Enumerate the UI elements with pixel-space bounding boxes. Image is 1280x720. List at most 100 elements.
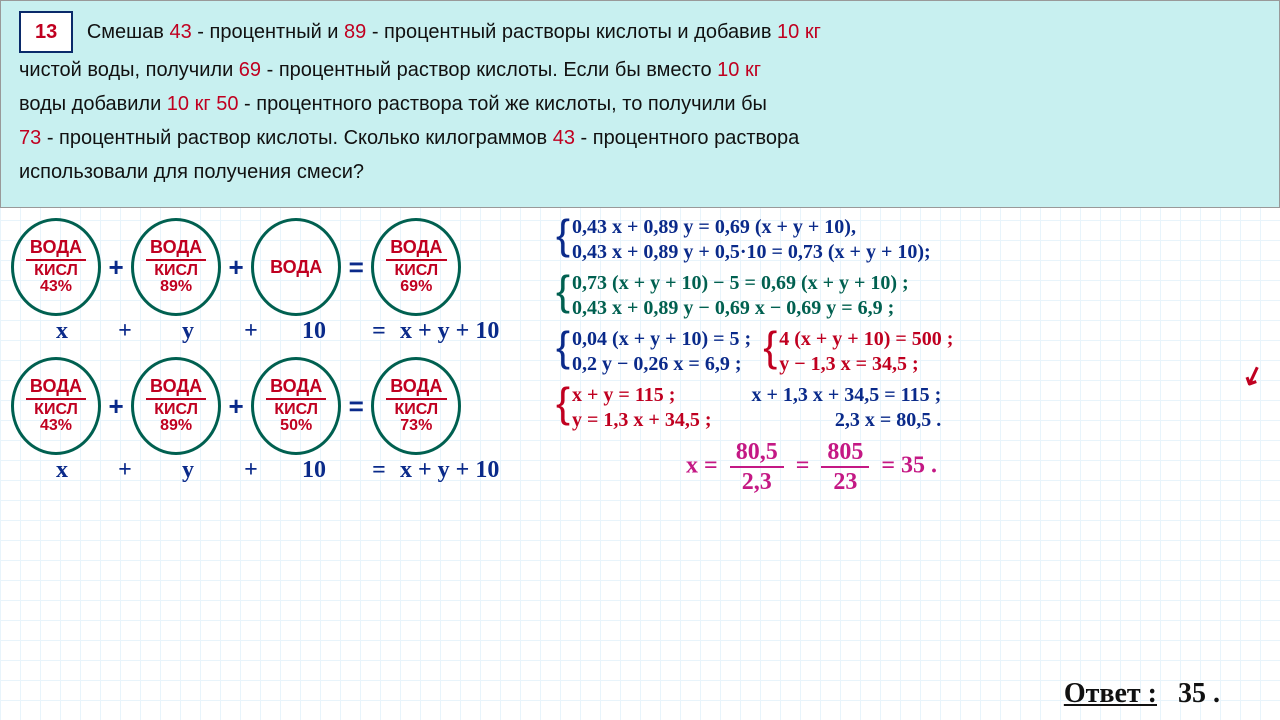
plus-icon: + (229, 391, 244, 422)
brace-icon: { (556, 216, 570, 266)
system-2: { 0,73 (x + y + 10) − 5 = 0,69 (x + y + … (556, 272, 1270, 322)
frac-tail: = 35 . (881, 453, 937, 479)
right-column: { 0,43 x + 0,89 y = 0,69 (x + y + 10), 0… (550, 216, 1270, 496)
bubble-43b: ВОДА КИСЛ 43% (11, 357, 101, 455)
answer-value: 35 . (1178, 678, 1220, 709)
t2d: 10 кг (717, 59, 761, 81)
final-fraction: x = 80,5 2,3 = 805 23 = 35 . (686, 440, 1270, 494)
frac-bot: 2,3 (736, 470, 778, 494)
bubble-kisl: КИСЛ (394, 402, 438, 419)
bubble-voda: ВОДА (390, 238, 442, 257)
system-1: { 0,43 x + 0,89 y = 0,69 (x + y + 10), 0… (556, 216, 1270, 266)
eq-icon: = (349, 252, 364, 283)
eq-line: 0,2 y − 0,26 x = 6,9 ; (572, 353, 751, 376)
answer: Ответ : 35 . (1064, 678, 1220, 710)
bubble-water: ВОДА (251, 218, 341, 316)
mass-ten: 10 (270, 457, 358, 484)
brace-icon: { (556, 384, 570, 434)
eq-icon: = (349, 391, 364, 422)
t1a: Смешав (87, 21, 170, 43)
eq-line: y − 1,3 x = 34,5 ; (779, 353, 953, 376)
mass-y: y (144, 318, 232, 345)
frac-bar (730, 466, 784, 468)
bubble-89b: ВОДА КИСЛ 89% (131, 357, 221, 455)
work-area: ВОДА КИСЛ 43% + ВОДА КИСЛ 89% + ВОДА = В… (0, 208, 1280, 496)
left-column: ВОДА КИСЛ 43% + ВОДА КИСЛ 89% + ВОДА = В… (10, 216, 550, 496)
eq-line: 2,3 x = 80,5 . (751, 409, 941, 432)
system-3: { 0,04 (x + y + 10) = 5 ; 0,2 y − 0,26 x… (556, 328, 1270, 378)
eq-line: 0,04 (x + y + 10) = 5 ; (572, 328, 751, 351)
bubble-row-1: ВОДА КИСЛ 43% + ВОДА КИСЛ 89% + ВОДА = В… (10, 216, 550, 318)
bubble-voda: ВОДА (30, 238, 82, 257)
t1c: - процентный и (197, 21, 344, 43)
eq-icon: = (364, 457, 394, 484)
bubble-voda: ВОДА (270, 377, 322, 396)
bubble-voda: ВОДА (30, 377, 82, 396)
t3a: воды добавили (19, 93, 167, 115)
bubble-pct: 43% (40, 279, 72, 296)
eq-line: 0,73 (x + y + 10) − 5 = 0,69 (x + y + 10… (572, 272, 909, 295)
brace-icon: { (556, 328, 570, 378)
mass-sum: x + y + 10 (400, 457, 499, 483)
bubble-voda: ВОДА (390, 377, 442, 396)
fraction-1: 80,5 2,3 (730, 440, 784, 494)
bubble-kisl: КИСЛ (154, 402, 198, 419)
eq-line: 4 (x + y + 10) = 500 ; (779, 328, 953, 351)
frac-top: 80,5 (730, 440, 784, 464)
frac-eq: = (796, 453, 810, 479)
t1f: 10 кг (777, 21, 821, 43)
mass-row-2: x + y + 10 = x + y + 10 (18, 457, 550, 484)
t2a: чистой воды, получили (19, 59, 239, 81)
t1b: 43 (169, 21, 191, 43)
bubble-pct: 69% (400, 279, 432, 296)
bubble-kisl: КИСЛ (154, 263, 198, 280)
bubble-pct: 43% (40, 418, 72, 435)
plus-icon: + (238, 457, 264, 484)
bubble-voda: ВОДА (150, 377, 202, 396)
bubble-69: ВОДА КИСЛ 69% (371, 218, 461, 316)
t3c: - процентного раствора той же кислоты, т… (244, 93, 767, 115)
bubble-pct: 50% (280, 418, 312, 435)
bubble-kisl: КИСЛ (34, 263, 78, 280)
eq-line: 0,43 x + 0,89 y + 0,5·10 = 0,73 (x + y +… (572, 241, 931, 264)
t2c: - процентный раствор кислоты. Если бы вм… (267, 59, 718, 81)
bubble-pct: 89% (160, 418, 192, 435)
brace-icon: { (763, 328, 777, 378)
mass-sum: x + y + 10 (400, 318, 499, 344)
plus-icon: + (108, 391, 123, 422)
bubble-divider (266, 398, 326, 400)
plus-icon: + (108, 252, 123, 283)
bubble-divider (26, 259, 86, 261)
bubble-pct: 73% (400, 418, 432, 435)
plus-icon: + (238, 318, 264, 345)
bubble-divider (146, 398, 206, 400)
eq-line: y = 1,3 x + 34,5 ; (572, 409, 711, 432)
t5a: использовали для получения смеси? (19, 161, 364, 183)
bubble-voda: ВОДА (270, 258, 322, 277)
mass-row-1: x + y + 10 = x + y + 10 (18, 318, 550, 345)
plus-icon: + (112, 318, 138, 345)
bubble-pct: 89% (160, 279, 192, 296)
bubble-kisl: КИСЛ (394, 263, 438, 280)
plus-icon: + (229, 252, 244, 283)
eq-line: 0,43 x + 0,89 y = 0,69 (x + y + 10), (572, 216, 931, 239)
bubble-73: ВОДА КИСЛ 73% (371, 357, 461, 455)
mass-x: x (18, 457, 106, 484)
answer-label: Ответ : (1064, 678, 1157, 709)
t3b: 10 кг 50 (167, 93, 239, 115)
t4b: - процентный раствор кислоты. Сколько ки… (47, 127, 553, 149)
t4d: - процентного раствора (581, 127, 800, 149)
bubble-50: ВОДА КИСЛ 50% (251, 357, 341, 455)
frac-bar (821, 466, 869, 468)
t4a: 73 (19, 127, 41, 149)
bubble-row-2: ВОДА КИСЛ 43% + ВОДА КИСЛ 89% + ВОДА КИС… (10, 355, 550, 457)
mass-x: x (18, 318, 106, 345)
system-4: { x + y = 115 ; y = 1,3 x + 34,5 ; x + 1… (556, 384, 1270, 434)
brace-icon: { (556, 272, 570, 322)
bubble-89: ВОДА КИСЛ 89% (131, 218, 221, 316)
t2b: 69 (239, 59, 261, 81)
eq-line: x + 1,3 x + 34,5 = 115 ; (751, 384, 941, 407)
plus-icon: + (112, 457, 138, 484)
bubble-divider (386, 398, 446, 400)
frac-top: 805 (821, 440, 869, 464)
